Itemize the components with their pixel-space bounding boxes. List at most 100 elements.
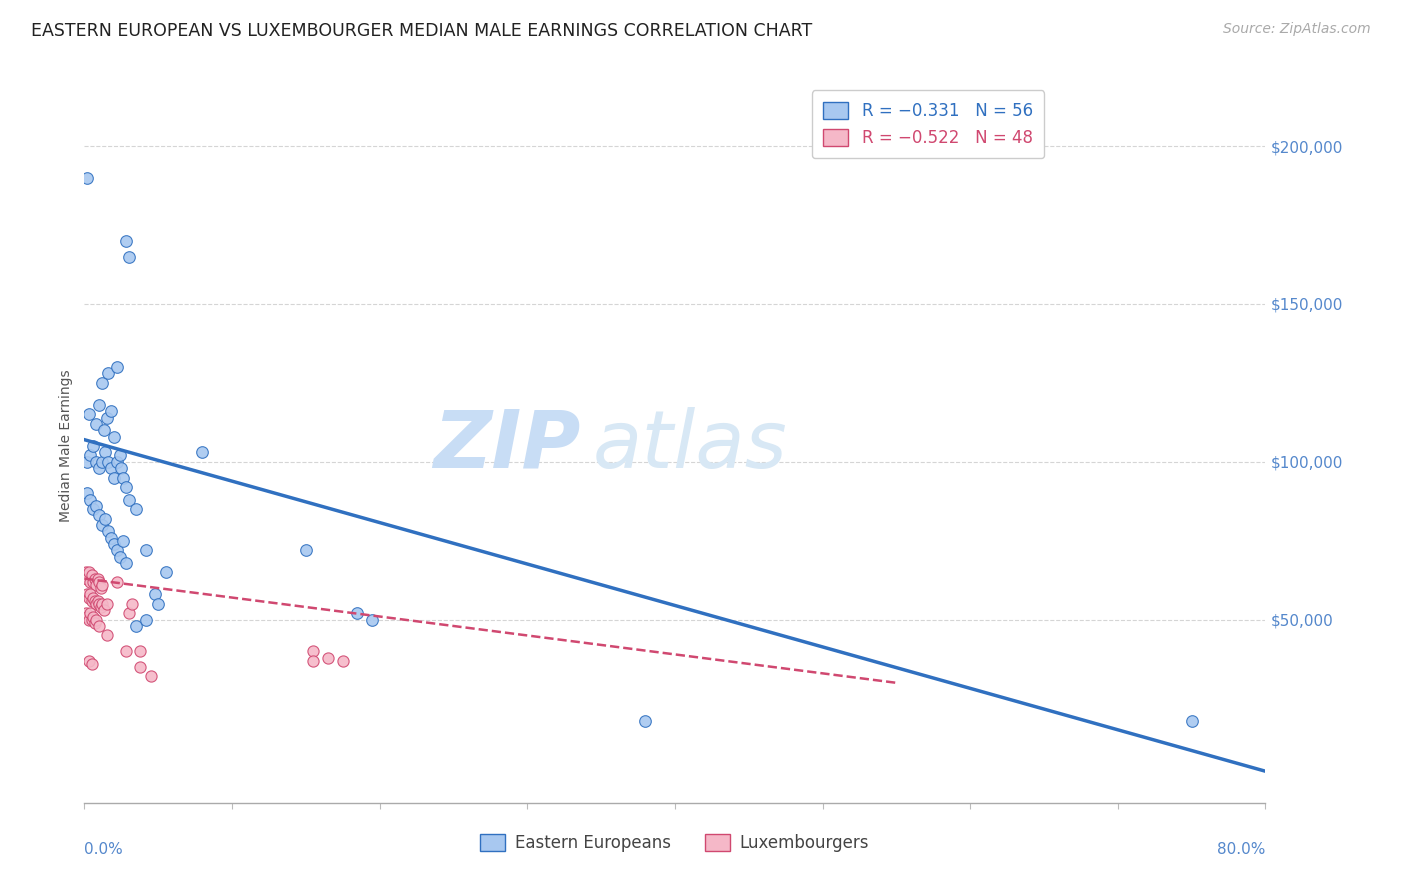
- Point: [84, 455, 107, 469]
- Point: [82, 574, 104, 589]
- Point: [76, 609, 98, 624]
- Point: [76, 170, 98, 185]
- Point: [108, 549, 131, 564]
- Point: [100, 531, 122, 545]
- Text: Source: ZipAtlas.com: Source: ZipAtlas.com: [1223, 22, 1371, 37]
- Point: [87, 597, 111, 611]
- Point: [80, 657, 103, 671]
- Point: [634, 714, 657, 728]
- Point: [94, 511, 117, 525]
- Point: [80, 613, 103, 627]
- Point: [84, 597, 107, 611]
- Point: [96, 597, 118, 611]
- Point: [114, 234, 136, 248]
- Point: [135, 543, 157, 558]
- Point: [91, 455, 114, 469]
- Point: [76, 587, 98, 601]
- Point: [332, 654, 354, 668]
- Point: [91, 578, 114, 592]
- Point: [105, 360, 128, 375]
- Point: [75, 607, 97, 621]
- Point: [90, 581, 112, 595]
- Point: [80, 593, 103, 607]
- Point: [139, 669, 162, 683]
- Point: [82, 609, 104, 624]
- Point: [346, 607, 368, 621]
- Point: [83, 593, 105, 607]
- Point: [97, 524, 120, 539]
- Point: [118, 607, 141, 621]
- Point: [129, 660, 152, 674]
- Point: [103, 537, 125, 551]
- Point: [76, 486, 98, 500]
- Point: [87, 398, 111, 412]
- Point: [148, 597, 170, 611]
- Point: [111, 533, 134, 548]
- Point: [118, 492, 141, 507]
- Point: [135, 613, 157, 627]
- Point: [86, 593, 108, 607]
- Point: [77, 591, 100, 605]
- Point: [87, 574, 111, 589]
- Point: [79, 449, 101, 463]
- Point: [295, 543, 318, 558]
- Point: [316, 650, 339, 665]
- Point: [84, 578, 107, 592]
- Point: [111, 470, 134, 484]
- Point: [77, 408, 100, 422]
- Point: [96, 410, 118, 425]
- Point: [361, 613, 384, 627]
- Point: [103, 470, 125, 484]
- Point: [100, 404, 122, 418]
- Point: [87, 619, 111, 633]
- Point: [302, 644, 325, 658]
- Point: [100, 461, 122, 475]
- Point: [96, 628, 118, 642]
- Point: [129, 644, 152, 658]
- Point: [83, 572, 105, 586]
- Text: EASTERN EUROPEAN VS LUXEMBOURGER MEDIAN MALE EARNINGS CORRELATION CHART: EASTERN EUROPEAN VS LUXEMBOURGER MEDIAN …: [31, 22, 813, 40]
- Point: [87, 461, 111, 475]
- Legend: Eastern Europeans, Luxembourgers: Eastern Europeans, Luxembourgers: [474, 827, 876, 859]
- Point: [75, 566, 97, 580]
- Point: [82, 591, 104, 605]
- Text: 80.0%: 80.0%: [1218, 842, 1265, 857]
- Point: [110, 461, 132, 475]
- Point: [143, 587, 166, 601]
- Point: [105, 455, 128, 469]
- Text: ZIP: ZIP: [433, 407, 581, 485]
- Point: [91, 597, 114, 611]
- Point: [155, 566, 177, 580]
- Point: [77, 654, 100, 668]
- Point: [77, 613, 100, 627]
- Point: [79, 587, 101, 601]
- Point: [94, 445, 117, 459]
- Point: [114, 480, 136, 494]
- Point: [90, 600, 112, 615]
- Point: [79, 492, 101, 507]
- Text: atlas: atlas: [592, 407, 787, 485]
- Text: 0.0%: 0.0%: [84, 842, 124, 857]
- Point: [118, 250, 141, 264]
- Point: [79, 574, 101, 589]
- Point: [105, 574, 128, 589]
- Point: [97, 367, 120, 381]
- Point: [84, 499, 107, 513]
- Point: [108, 449, 131, 463]
- Point: [103, 429, 125, 443]
- Point: [121, 597, 143, 611]
- Point: [77, 566, 100, 580]
- Point: [82, 439, 104, 453]
- Point: [1181, 714, 1204, 728]
- Point: [93, 423, 115, 437]
- Point: [91, 376, 114, 390]
- Point: [84, 417, 107, 431]
- Point: [114, 556, 136, 570]
- Point: [82, 502, 104, 516]
- Point: [84, 613, 107, 627]
- Point: [76, 572, 98, 586]
- Point: [79, 607, 101, 621]
- Point: [125, 619, 148, 633]
- Y-axis label: Median Male Earnings: Median Male Earnings: [59, 369, 73, 523]
- Point: [80, 568, 103, 582]
